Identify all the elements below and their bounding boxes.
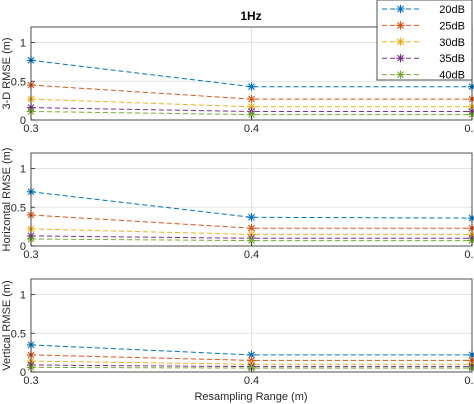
legend-item-30db: 30dB	[382, 37, 465, 49]
legend-marker	[396, 70, 405, 79]
data-point-40db	[247, 110, 256, 119]
legend-marker	[396, 4, 405, 14]
x-tick-label: 0.5	[464, 375, 474, 387]
x-tick-label: 0.3	[23, 123, 38, 135]
x-tick-label: 0.5	[464, 249, 474, 261]
data-point-20db	[247, 213, 256, 222]
series-line-20db	[30, 59, 472, 88]
x-tick-label: 0.4	[244, 123, 259, 135]
legend-item-40db: 40dB	[382, 70, 465, 82]
y-tick-label: 0.5	[11, 202, 26, 214]
y-tick-label: 0.5	[11, 328, 26, 340]
x-tick-label: 0.5	[464, 123, 474, 135]
x-tick-label: 0.4	[244, 375, 259, 387]
legend-item-20db: 20dB	[382, 4, 465, 16]
legend-item-25db: 25dB	[382, 20, 465, 32]
legend-marker	[396, 21, 405, 30]
y-tick-label: 1	[20, 164, 26, 176]
y-tick-label: 1	[20, 38, 26, 50]
legend-marker	[396, 37, 405, 46]
y-tick-label: 0	[20, 115, 26, 127]
legend-label: 35dB	[439, 53, 465, 65]
y-axis-label: Horizontal RMSE (m)	[1, 148, 13, 252]
legend: 20dB 25dB 30dB 35dB 40dB	[376, 0, 473, 82]
y-tick-label: 0.5	[11, 76, 26, 88]
series-line-20db	[30, 191, 473, 219]
y-axis-label: 3-D RMSE (m)	[1, 37, 13, 109]
legend-item-35db: 35dB	[382, 53, 465, 65]
data-point-20db	[247, 82, 256, 91]
legend-marker	[396, 54, 405, 63]
data-point-25db	[247, 94, 256, 104]
x-tick-label: 0.4	[244, 249, 259, 261]
panel-horizontal-rmse: 00.510.30.40.5Horizontal RMSE (m)	[1, 148, 474, 261]
panel-vertical-rmse: 00.510.30.40.5Vertical RMSE (m)	[1, 278, 474, 387]
x-axis-label: Resampling Range (m)	[194, 391, 307, 403]
legend-label: 40dB	[439, 70, 465, 82]
y-tick-label: 0	[20, 367, 26, 379]
x-tick-label: 0.3	[23, 249, 38, 261]
legend-label: 20dB	[439, 4, 465, 16]
legend-label: 30dB	[439, 37, 465, 49]
legend-label: 25dB	[439, 20, 465, 32]
y-tick-label: 0	[20, 241, 26, 253]
y-axis-label: Vertical RMSE (m)	[1, 280, 13, 370]
y-tick-label: 1	[20, 290, 26, 302]
legend-box	[376, 0, 473, 81]
x-tick-label: 0.3	[23, 375, 38, 387]
data-point-20db	[247, 350, 256, 360]
figure-title: 1Hz	[240, 9, 261, 23]
